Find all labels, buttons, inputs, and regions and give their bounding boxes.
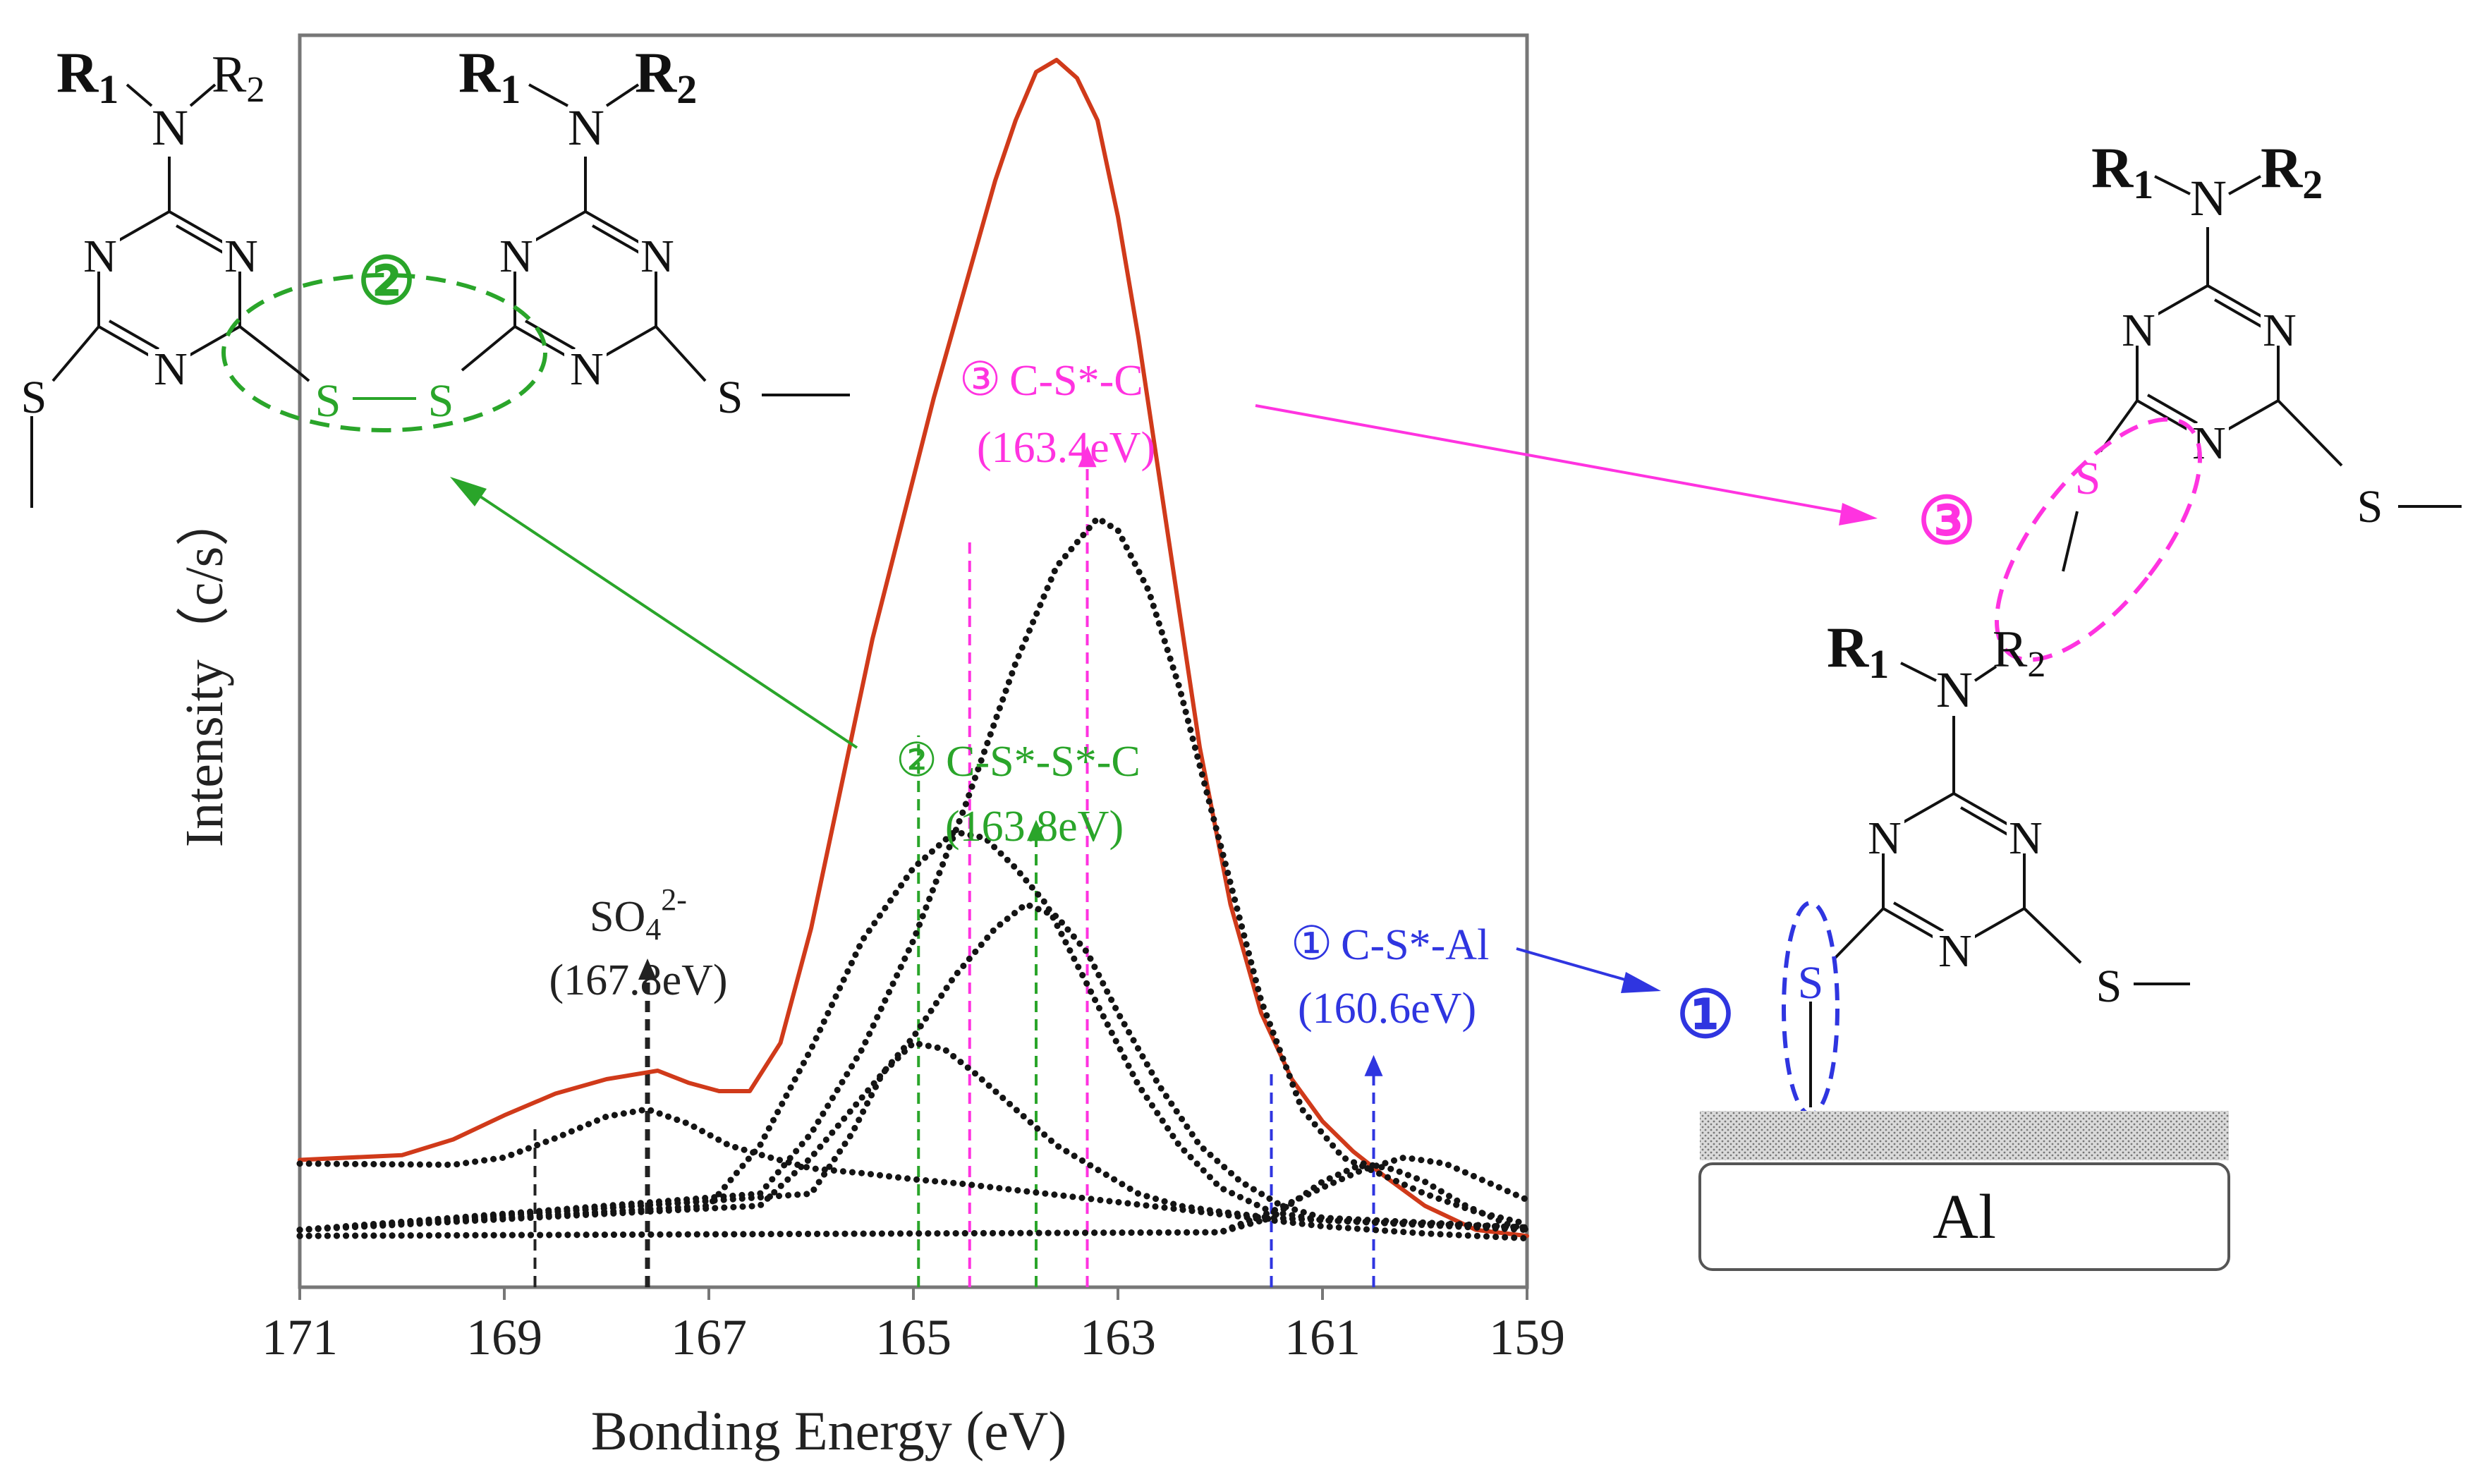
ring-n-top1: N	[2122, 305, 2155, 356]
x-tick-label: 159	[1489, 1309, 1565, 1366]
connector-arrowhead-3	[1839, 503, 1878, 525]
peak-marker-arrowhead	[1027, 820, 1045, 841]
marker-2-label: ②	[358, 245, 415, 317]
fit-component-line	[296, 1040, 1531, 1234]
triazine-ring-top	[2099, 215, 2462, 508]
x-axis-label: Bonding Energy (eV)	[591, 1400, 1066, 1461]
ring-n-b2: N	[640, 231, 674, 282]
peak-markers	[533, 446, 1383, 1287]
fit-component-line	[296, 828, 1531, 1234]
amine-n-a: N	[152, 99, 188, 156]
ring-n-bottom2: N	[2009, 813, 2043, 864]
r2-label-a: R2	[212, 46, 264, 110]
r2-label-top: R2	[2261, 135, 2323, 207]
connector-arrow-2	[464, 485, 858, 749]
r1-label-a: R1	[56, 40, 118, 112]
al-substrate-label: Al	[1933, 1182, 1996, 1252]
annotation-sulfate-label: SO42-	[590, 882, 687, 947]
amine-n-b: N	[568, 99, 604, 156]
fit-component-line	[296, 1160, 1531, 1239]
chart-series	[296, 58, 1531, 1242]
disulfide-dimer-structure: N R1 R2 N N N S N R1 R2	[21, 40, 850, 508]
marker-1-label: ①	[1677, 979, 1734, 1051]
x-tick-label: 163	[1080, 1309, 1156, 1366]
annotation-thioether: ③ C-S*-C (163.4eV)	[959, 354, 1155, 472]
fit-component-line	[296, 1154, 1531, 1239]
thioether-s: S	[2075, 453, 2101, 504]
r2-label-bottom: R2	[1993, 621, 2045, 685]
ring-n-bottom1: N	[1868, 813, 1902, 864]
connector-arrow-1	[1516, 947, 1641, 985]
annotation-sulfate-energy: (167.8eV)	[549, 956, 727, 1004]
x-tick-label: 171	[262, 1309, 338, 1366]
connector-arrowhead-2	[450, 477, 487, 506]
envelope-line	[298, 58, 1529, 1239]
peak-marker-arrowhead	[1078, 446, 1097, 468]
thiol-s-top: S	[2357, 481, 2383, 533]
connector-arrows	[450, 404, 1878, 993]
surface-structure: N R1 R2 N N N S S ③	[1677, 135, 2462, 1271]
disulfide-highlight-ellipse	[221, 273, 547, 432]
annotation-al-bond-energy: (160.6eV)	[1298, 985, 1476, 1033]
annotation-disulfide-energy: (163.8eV)	[945, 803, 1124, 851]
fit-component-line	[296, 1106, 1531, 1242]
amine-n-bottom: N	[1936, 662, 1973, 718]
x-tick-label: 169	[466, 1309, 542, 1366]
al-bound-s: S	[1798, 957, 1824, 1009]
annotation-disulfide: ② C-S*-S*-C (163.8eV)	[896, 735, 1141, 851]
triazine-ring-a	[30, 141, 298, 508]
x-axis-ticks: 171 169 167 165 163 161 159	[262, 1287, 1565, 1366]
r1-label-top: R1	[2091, 135, 2153, 207]
thiol-s-b: S	[717, 372, 743, 423]
plot-frame	[298, 33, 1529, 1289]
thioether-highlight-ellipse	[1994, 417, 2203, 662]
disulfide-bridge: S S ②	[221, 245, 547, 432]
x-tick-label: 161	[1284, 1309, 1361, 1366]
ring-n-a3: N	[154, 343, 188, 395]
peak-marker-arrowhead	[1364, 1054, 1383, 1076]
annotation-disulfide-label: ② C-S*-S*-C	[896, 735, 1141, 786]
ring-n-top2: N	[2263, 305, 2297, 356]
bridge-s-1: S	[315, 375, 341, 427]
thiol-s-a: S	[21, 372, 47, 423]
r1-label-bottom: R1	[1827, 615, 1889, 687]
ring-n-bottom3: N	[1938, 925, 1972, 977]
fit-component-line	[296, 515, 1531, 1234]
connector-arrow-3	[1255, 404, 1859, 516]
ring-n-b3: N	[570, 343, 604, 395]
annotation-al-bond: ① C-S*-Al (160.6eV)	[1291, 918, 1489, 1033]
al-oxide-layer	[1700, 1111, 2229, 1160]
xps-chart: 171 169 167 165 163 161 159 Bonding Energy (eV…	[175, 33, 1565, 1461]
r1-label-b: R1	[458, 40, 521, 112]
annotation-thioether-label: ③ C-S*-C	[959, 354, 1143, 406]
bridge-s-2: S	[428, 375, 454, 427]
x-tick-label: 167	[671, 1309, 747, 1366]
ring-n-top3: N	[2192, 418, 2226, 469]
peak-marker-arrowhead	[638, 958, 657, 980]
annotation-al-bond-label: ① C-S*-Al	[1291, 918, 1489, 970]
annotation-thioether-energy: (163.4eV)	[977, 424, 1155, 472]
fit-component-line	[296, 901, 1531, 1234]
annotation-sulfate: SO42- (167.8eV)	[549, 882, 727, 1004]
ring-n-a2: N	[224, 231, 258, 282]
thiol-s-bottom: S	[2096, 961, 2122, 1012]
ring-n-a1: N	[83, 231, 117, 282]
r2-label-b: R2	[635, 40, 697, 112]
triazine-ring-bottom	[1809, 716, 2190, 1107]
connector-arrowhead-1	[1621, 972, 1661, 993]
marker-3-label: ③	[1918, 485, 1976, 557]
ring-n-b1: N	[499, 231, 533, 282]
al-substrate	[1698, 1162, 2230, 1271]
amine-n-top: N	[2190, 170, 2227, 226]
x-tick-label: 165	[875, 1309, 951, 1366]
y-axis-label: Intensity（c/s）	[175, 493, 234, 847]
